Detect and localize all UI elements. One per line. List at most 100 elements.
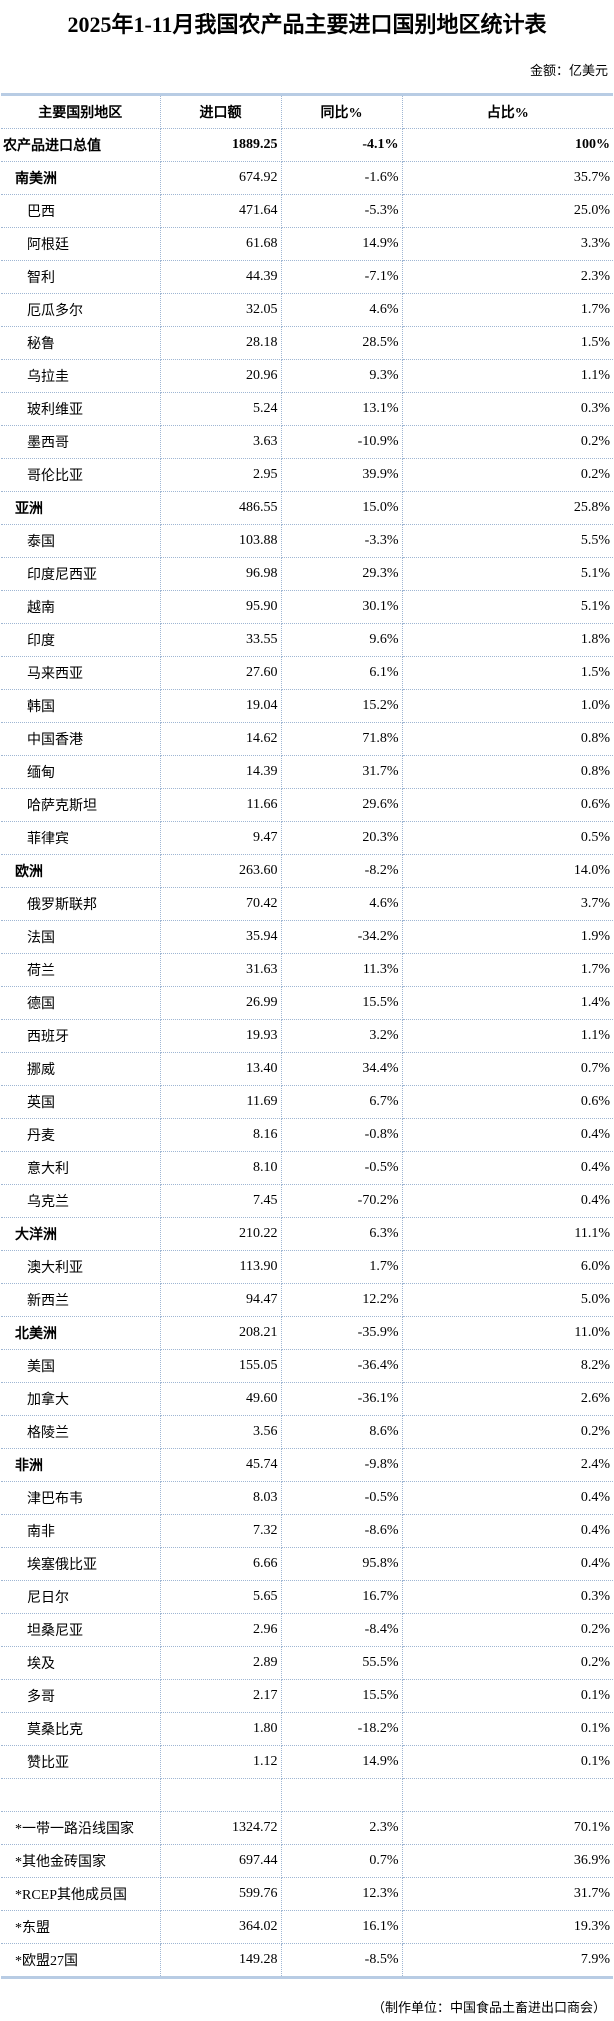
row-yoy: -34.2% <box>281 920 403 954</box>
row-share: 0.3% <box>402 392 613 426</box>
row-value: 155.05 <box>160 1349 282 1383</box>
table-row: 美国 155.05 -36.4% 8.2% <box>1 1349 613 1383</box>
row-value: 3.56 <box>160 1415 282 1449</box>
row-name: 欧洲 <box>1 854 161 888</box>
row-name: 墨西哥 <box>1 425 161 459</box>
row-share: 5.0% <box>402 1283 613 1317</box>
row-yoy: -35.9% <box>281 1316 403 1350</box>
row-share: 6.0% <box>402 1250 613 1284</box>
row-yoy: 6.3% <box>281 1217 403 1251</box>
row-value: 2.17 <box>160 1679 282 1713</box>
row-share: 0.6% <box>402 788 613 822</box>
row-value <box>160 1778 282 1812</box>
table-row: 挪威 13.40 34.4% 0.7% <box>1 1052 613 1086</box>
row-value: 19.93 <box>160 1019 282 1053</box>
column-header-region: 主要国别地区 <box>1 94 161 129</box>
row-share: 70.1% <box>402 1811 613 1845</box>
row-value: 599.76 <box>160 1877 282 1911</box>
row-name: 韩国 <box>1 689 161 723</box>
row-share: 3.3% <box>402 227 613 261</box>
row-name: 丹麦 <box>1 1118 161 1152</box>
row-yoy: 4.6% <box>281 293 403 327</box>
row-yoy: 30.1% <box>281 590 403 624</box>
row-yoy: -0.5% <box>281 1481 403 1515</box>
row-share: 1.5% <box>402 656 613 690</box>
row-yoy: -4.1% <box>281 128 403 162</box>
row-yoy: 71.8% <box>281 722 403 756</box>
row-name: 菲律宾 <box>1 821 161 855</box>
row-value: 33.55 <box>160 623 282 657</box>
row-share: 0.2% <box>402 1415 613 1449</box>
row-share: 5.5% <box>402 524 613 558</box>
row-name: *RCEP其他成员国 <box>1 1877 161 1911</box>
row-name: 亚洲 <box>1 491 161 525</box>
row-name: 农产品进口总值 <box>1 128 161 162</box>
table-row: 赞比亚 1.12 14.9% 0.1% <box>1 1745 613 1779</box>
row-name: 越南 <box>1 590 161 624</box>
row-name: 新西兰 <box>1 1283 161 1317</box>
row-name: 澳大利亚 <box>1 1250 161 1284</box>
table-row: 意大利 8.10 -0.5% 0.4% <box>1 1151 613 1185</box>
row-yoy: 95.8% <box>281 1547 403 1581</box>
row-yoy: -3.3% <box>281 524 403 558</box>
row-share: 11.0% <box>402 1316 613 1350</box>
row-name: 埃及 <box>1 1646 161 1680</box>
row-value: 208.21 <box>160 1316 282 1350</box>
table-row: *RCEP其他成员国 599.76 12.3% 31.7% <box>1 1877 613 1911</box>
table-row: 荷兰 31.63 11.3% 1.7% <box>1 953 613 987</box>
column-header-yoy: 同比% <box>281 94 403 129</box>
row-share: 0.2% <box>402 1646 613 1680</box>
row-share: 1.5% <box>402 326 613 360</box>
table-row: 乌克兰 7.45 -70.2% 0.4% <box>1 1184 613 1218</box>
table-row: 坦桑尼亚 2.96 -8.4% 0.2% <box>1 1613 613 1647</box>
table-row: 印度尼西亚 96.98 29.3% 5.1% <box>1 557 613 591</box>
row-value: 11.69 <box>160 1085 282 1119</box>
row-value: 44.39 <box>160 260 282 294</box>
row-share: 0.1% <box>402 1712 613 1746</box>
table-row: 新西兰 94.47 12.2% 5.0% <box>1 1283 613 1317</box>
row-name: 尼日尔 <box>1 1580 161 1614</box>
table-row: 非洲 45.74 -9.8% 2.4% <box>1 1448 613 1482</box>
row-share: 100% <box>402 128 613 162</box>
row-yoy: 13.1% <box>281 392 403 426</box>
row-value: 5.24 <box>160 392 282 426</box>
row-name: 德国 <box>1 986 161 1020</box>
row-value: 96.98 <box>160 557 282 591</box>
row-name: 挪威 <box>1 1052 161 1086</box>
row-name: 马来西亚 <box>1 656 161 690</box>
row-value: 31.63 <box>160 953 282 987</box>
row-value: 1889.25 <box>160 128 282 162</box>
unit-label: 金额：亿美元 <box>529 63 608 78</box>
table-row: 阿根廷 61.68 14.9% 3.3% <box>1 227 613 261</box>
row-yoy: 14.9% <box>281 1745 403 1779</box>
table-row: 尼日尔 5.65 16.7% 0.3% <box>1 1580 613 1614</box>
row-yoy: 15.0% <box>281 491 403 525</box>
row-share: 2.3% <box>402 260 613 294</box>
row-name: 乌拉圭 <box>1 359 161 393</box>
row-value: 14.39 <box>160 755 282 789</box>
row-value: 26.99 <box>160 986 282 1020</box>
table-row: 澳大利亚 113.90 1.7% 6.0% <box>1 1250 613 1284</box>
row-name: *欧盟27国 <box>1 1943 161 1978</box>
row-share: 0.6% <box>402 1085 613 1119</box>
row-value: 2.95 <box>160 458 282 492</box>
row-value: 364.02 <box>160 1910 282 1944</box>
row-value: 8.10 <box>160 1151 282 1185</box>
table-row: 哈萨克斯坦 11.66 29.6% 0.6% <box>1 788 613 822</box>
table-row: 南非 7.32 -8.6% 0.4% <box>1 1514 613 1548</box>
row-name: 多哥 <box>1 1679 161 1713</box>
row-yoy: 16.1% <box>281 1910 403 1944</box>
row-share: 1.0% <box>402 689 613 723</box>
row-name: 意大利 <box>1 1151 161 1185</box>
row-yoy: 9.6% <box>281 623 403 657</box>
table-row: 中国香港 14.62 71.8% 0.8% <box>1 722 613 756</box>
column-header-share: 占比% <box>402 94 613 129</box>
row-name: *一带一路沿线国家 <box>1 1811 161 1845</box>
row-share: 0.3% <box>402 1580 613 1614</box>
row-share: 0.4% <box>402 1184 613 1218</box>
row-value: 28.18 <box>160 326 282 360</box>
row-share: 0.8% <box>402 755 613 789</box>
blank-row <box>1 1778 613 1812</box>
row-share: 11.1% <box>402 1217 613 1251</box>
row-yoy: -36.4% <box>281 1349 403 1383</box>
